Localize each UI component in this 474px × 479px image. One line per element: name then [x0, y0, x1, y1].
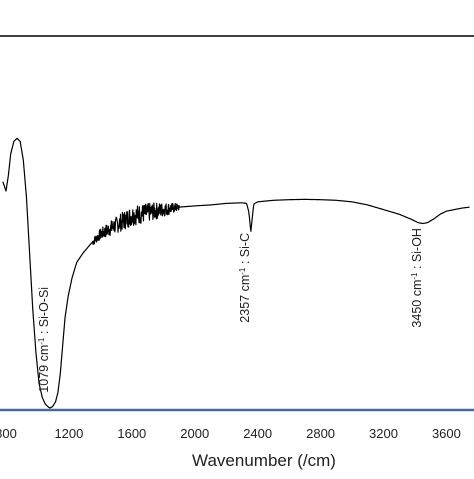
x-tick-label: 2000	[180, 426, 209, 441]
peak-annotation: 1079 cm-1 : Si-O-Si	[36, 287, 51, 393]
x-tick-label: 1600	[117, 426, 146, 441]
x-tick-label: 2800	[306, 426, 335, 441]
x-tick-labels: 800 1200 1600 2000 2400 2800 3200 3600	[0, 426, 461, 441]
peak-annotation: 2357 cm-1 : Si-C	[237, 233, 252, 323]
peak-annotation: 3450 cm-1 : Si-OH	[409, 228, 424, 328]
x-tick-label: 1200	[54, 426, 83, 441]
x-tick-label: 800	[0, 426, 17, 441]
peak-annotations: 1079 cm-1 : Si-O-Si 2357 cm-1 : Si-C 3450 …	[36, 228, 423, 393]
x-tick-label: 3200	[369, 426, 398, 441]
x-tick-label: 2400	[243, 426, 272, 441]
x-tick-label: 3600	[432, 426, 461, 441]
x-axis-title: Wavenumber (/cm)	[192, 451, 336, 470]
spectrum-line	[2, 137, 470, 409]
